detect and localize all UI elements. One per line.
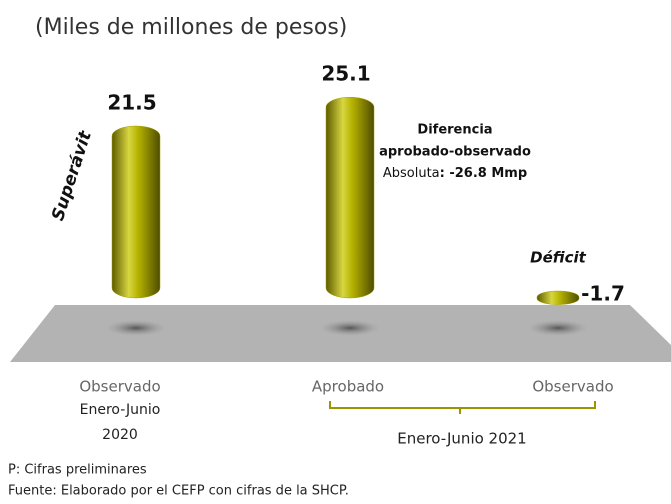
- annotation: Déficit: [530, 249, 586, 267]
- note: Fuente: Elaborado por el CEFP con cifras…: [8, 484, 349, 499]
- bar: [536, 290, 580, 305]
- shadow: [320, 320, 380, 336]
- annotation: Diferencia: [417, 123, 492, 138]
- bracket-line: [329, 401, 596, 414]
- bracket: [329, 401, 596, 414]
- chart-subtitle: (Miles de millones de pesos): [35, 15, 347, 40]
- bar: [111, 125, 161, 299]
- data-label: 21.5: [107, 91, 156, 115]
- data-label: -1.7: [581, 282, 625, 306]
- annotation: Absoluta: -26.8 Mmp: [383, 166, 527, 181]
- group-label: 2020: [102, 427, 138, 443]
- x-tick-label: Observado: [532, 378, 613, 396]
- bar: [325, 96, 375, 299]
- annotation-value: : -26.8 Mmp: [440, 166, 528, 181]
- annotation: Superávit: [48, 128, 96, 223]
- shadow: [106, 320, 166, 336]
- x-tick-label: Observado: [79, 378, 160, 396]
- note: P: Cifras preliminares: [8, 463, 147, 478]
- group-label: Enero-Junio 2021: [397, 430, 526, 448]
- data-label: 25.1: [321, 62, 370, 86]
- annotation: aprobado-observado: [379, 145, 531, 160]
- annotation-label: Absoluta: [383, 166, 440, 181]
- group-label: Enero-Junio: [80, 402, 161, 418]
- shadow: [528, 320, 588, 336]
- x-tick-label: Aprobado: [312, 378, 384, 396]
